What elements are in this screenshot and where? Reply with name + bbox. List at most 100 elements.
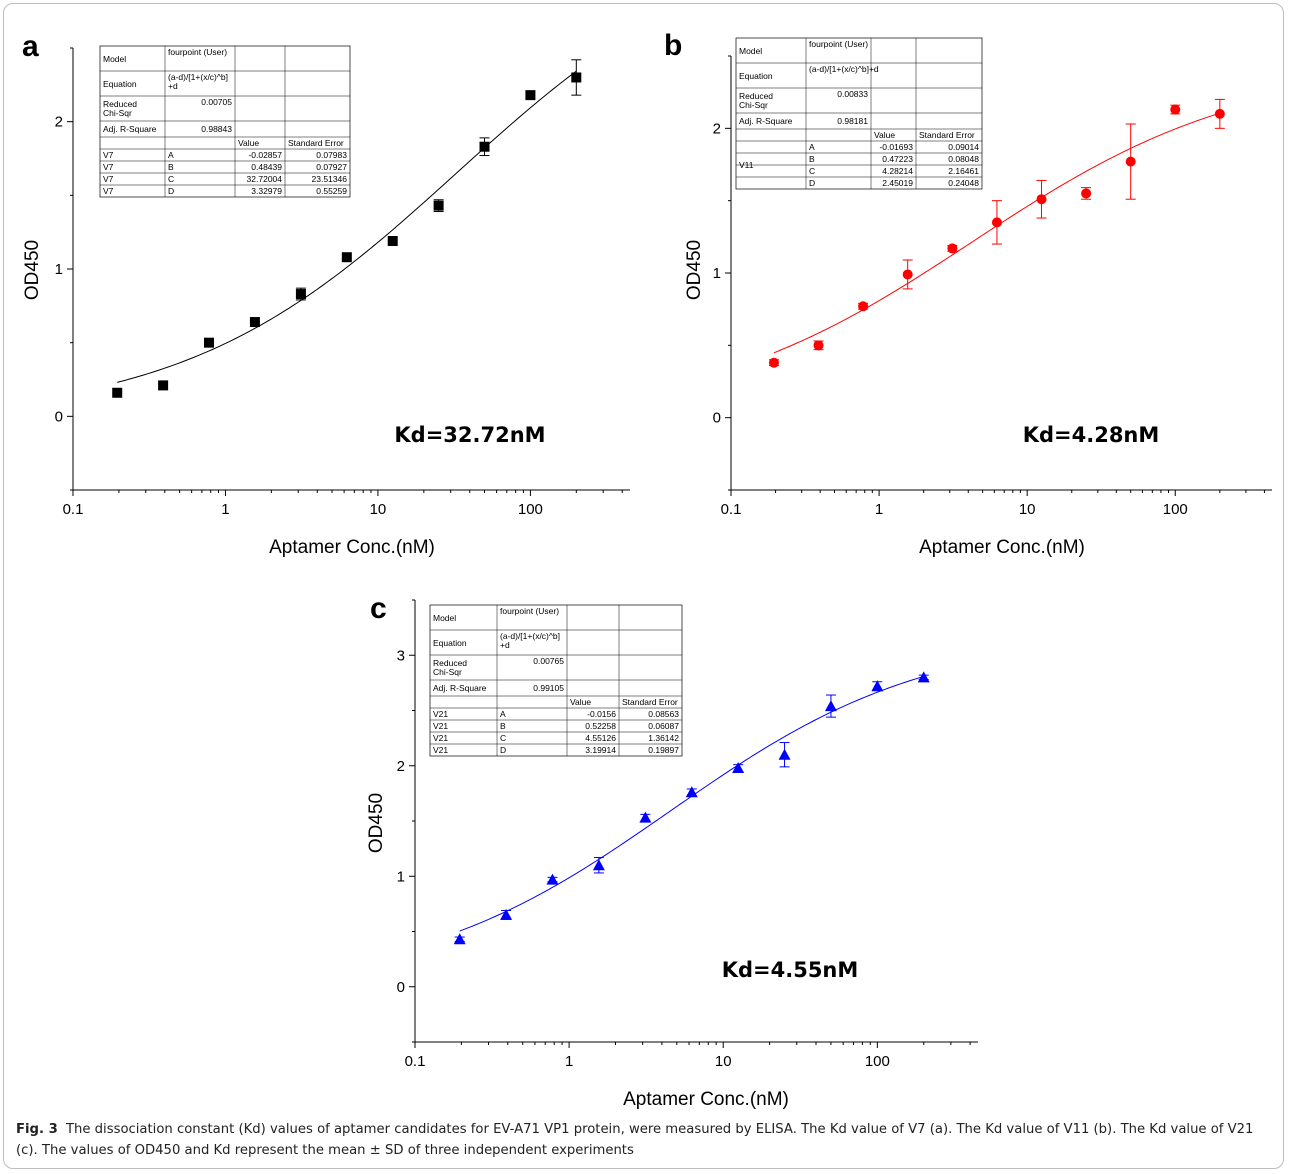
fit-table-sample: V21 (433, 745, 448, 755)
y-tick-label: 0 (713, 410, 721, 427)
fit-table-error: 0.09014 (948, 142, 979, 152)
chart-panel-a: a 0 1 2 0.1 1 10 100 Aptamer Conc.(nM) OD450 Kd=32… (22, 30, 630, 558)
fit-table-value: 0.47223 (882, 154, 913, 164)
fit-table-value: 4.28214 (882, 166, 913, 176)
fit-table-error: 0.07927 (316, 162, 347, 172)
panel-letter: a (22, 30, 39, 63)
y-tick-label: 2 (397, 758, 405, 775)
fit-table-value: 0.52258 (585, 721, 616, 731)
data-point (1036, 194, 1047, 205)
fit-table-sample: V7 (103, 186, 114, 196)
x-tick-label: 100 (865, 1053, 890, 1070)
data-point (479, 141, 490, 152)
fit-table-chi-label: Reduced (739, 91, 773, 101)
fit-table-param: C (168, 174, 174, 184)
fit-table-model-label: Model (433, 613, 456, 623)
data-point (387, 236, 398, 247)
data-point (500, 908, 513, 920)
data-point (824, 700, 837, 712)
fit-table-param: D (500, 745, 506, 755)
data-point (902, 269, 913, 280)
chart-panel-b: b 0 1 2 0.1 1 10 100 Aptamer Conc.(nM) OD450 Kd=4.… (664, 29, 1272, 558)
data-point (249, 317, 260, 328)
figure-caption-text: The dissociation constant (Kd) values of… (16, 1122, 1254, 1158)
fit-table-sample: V21 (433, 721, 448, 731)
data-point (1081, 188, 1092, 199)
x-tick-label: 10 (715, 1053, 732, 1070)
fit-table-equation: (a-d)/[1+(x/c)^b] (500, 631, 560, 641)
fit-table-param: A (809, 142, 815, 152)
fit-table-equation: (a-d)/[1+(x/c)^b]+d (809, 64, 879, 74)
data-point (341, 252, 352, 263)
fit-table-error: 0.19897 (648, 745, 679, 755)
kd-annotation: Kd=32.72nM (394, 423, 545, 447)
data-point (112, 387, 123, 398)
fit-table-value: 4.55126 (585, 733, 616, 743)
fit-table-error: 0.08048 (948, 154, 979, 164)
y-tick-label: 1 (397, 868, 405, 885)
fit-table-chi-label: Reduced (103, 99, 137, 109)
data-point (732, 761, 745, 773)
x-axis-title: Aptamer Conc.(nM) (269, 537, 435, 558)
data-point (1125, 156, 1136, 167)
fit-table-model-label: Model (103, 54, 126, 64)
fit-table-sample: V7 (103, 174, 114, 184)
fit-table-error: 0.07983 (316, 150, 347, 160)
y-tick-label: 2 (713, 120, 721, 137)
fit-table-error: 0.24048 (948, 178, 979, 188)
panel-letter: c (370, 592, 387, 625)
x-tick-label: 0.1 (63, 501, 84, 518)
fit-table-sample: V21 (433, 733, 448, 743)
data-point (768, 357, 779, 368)
y-tick-label: 0 (397, 979, 405, 996)
fit-table-error: 0.06087 (648, 721, 679, 731)
data-point (158, 380, 169, 391)
fit-table-chi-label: Chi-Sqr (739, 100, 768, 110)
fit-table-value: 3.32979 (251, 186, 282, 196)
fit-table-chi-value: 0.00833 (837, 89, 868, 99)
data-point (525, 90, 536, 101)
fit-table-value: 0.48439 (251, 162, 282, 172)
data-point (204, 337, 215, 348)
fit-table-value: -0.02857 (248, 150, 282, 160)
data-point (778, 748, 791, 760)
fit-table-value: 2.45019 (882, 178, 913, 188)
data-point (947, 243, 958, 254)
data-point (871, 680, 884, 692)
fit-table-error: 2.16461 (948, 166, 979, 176)
figure-caption: Fig. 3 The dissociation constant (Kd) va… (16, 1119, 1266, 1161)
fit-table-r2-label: Adj. R-Square (433, 683, 487, 693)
fit-table-model-label: Model (739, 46, 762, 56)
x-tick-label: 0.1 (405, 1053, 426, 1070)
fit-table-equation-cont: +d (168, 81, 178, 91)
fit-table-model-value: fourpoint (User) (168, 47, 227, 57)
x-tick-label: 0.1 (721, 501, 742, 518)
fit-table-value-header: Value (874, 130, 895, 140)
fit-table-error-header: Standard Error (288, 138, 344, 148)
fit-table-equation-label: Equation (739, 71, 773, 81)
fit-table-r2-label: Adj. R-Square (739, 116, 793, 126)
x-tick-label: 1 (221, 501, 229, 518)
x-tick-label: 1 (565, 1053, 573, 1070)
x-tick-label: 100 (1163, 501, 1188, 518)
y-tick-label: 1 (55, 261, 63, 278)
x-tick-label: 10 (370, 501, 387, 518)
fit-table-value: -0.0156 (587, 709, 616, 719)
fit-table-param: A (168, 150, 174, 160)
data-point (858, 301, 869, 312)
fit-table-value: 3.19914 (585, 745, 616, 755)
fit-table-border (735, 37, 983, 190)
panel-letter: b (664, 29, 682, 62)
fit-table-r2-value: 0.98181 (837, 116, 868, 126)
y-tick-label: 3 (397, 647, 405, 664)
figure-frame (3, 3, 1284, 1169)
fit-table-r2-value: 0.98843 (201, 124, 232, 134)
fit-table-error-header: Standard Error (622, 697, 678, 707)
fit-table-param: B (168, 162, 174, 172)
fit-table-model-value: fourpoint (User) (500, 606, 559, 616)
fit-table-value: 32.72004 (247, 174, 283, 184)
fit-table-equation-cont: +d (500, 640, 510, 650)
x-axis-title: Aptamer Conc.(nM) (623, 1089, 789, 1110)
data-point (295, 289, 306, 300)
fit-table-chi-value: 0.00705 (201, 97, 232, 107)
